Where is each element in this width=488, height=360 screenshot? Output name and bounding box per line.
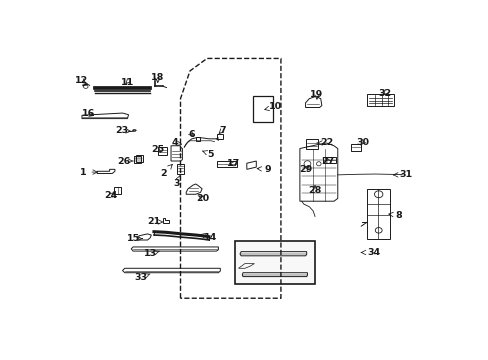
Bar <box>114 187 121 194</box>
Text: 2: 2 <box>160 165 172 178</box>
Text: 32: 32 <box>378 89 391 98</box>
Text: 20: 20 <box>196 194 209 203</box>
Text: 17: 17 <box>226 159 240 168</box>
Text: 7: 7 <box>219 126 225 135</box>
Text: 10: 10 <box>264 103 281 112</box>
Text: 28: 28 <box>308 185 321 195</box>
Text: 24: 24 <box>103 191 117 200</box>
Bar <box>235 242 314 284</box>
Text: 9: 9 <box>257 165 270 174</box>
Text: 23: 23 <box>115 126 131 135</box>
Bar <box>195 137 200 141</box>
Text: 29: 29 <box>298 165 311 174</box>
Text: 33: 33 <box>134 273 150 282</box>
Bar <box>134 156 141 163</box>
Text: 22: 22 <box>316 139 332 148</box>
Text: 1: 1 <box>80 168 97 177</box>
Text: 27: 27 <box>321 157 334 166</box>
Text: 5: 5 <box>202 150 214 158</box>
Text: 18: 18 <box>151 73 164 82</box>
Text: 25: 25 <box>151 145 164 154</box>
Text: 26: 26 <box>117 157 133 166</box>
Text: 4: 4 <box>171 139 181 148</box>
Text: 3: 3 <box>173 176 180 188</box>
Bar <box>136 156 142 162</box>
Text: 8: 8 <box>388 211 401 220</box>
Bar <box>216 161 237 167</box>
Text: 13: 13 <box>143 249 159 258</box>
Text: 15: 15 <box>126 234 142 243</box>
Text: 34: 34 <box>361 248 380 257</box>
Bar <box>252 96 273 122</box>
Text: 31: 31 <box>393 170 412 179</box>
Text: 12: 12 <box>75 76 88 85</box>
Text: 21: 21 <box>147 217 163 226</box>
Text: 6: 6 <box>188 130 195 139</box>
Text: 16: 16 <box>81 109 95 118</box>
Text: 30: 30 <box>355 139 368 148</box>
Bar <box>216 134 223 139</box>
Text: 14: 14 <box>200 233 217 242</box>
Text: 19: 19 <box>310 90 323 99</box>
Text: 11: 11 <box>121 77 134 86</box>
Bar <box>158 147 167 155</box>
